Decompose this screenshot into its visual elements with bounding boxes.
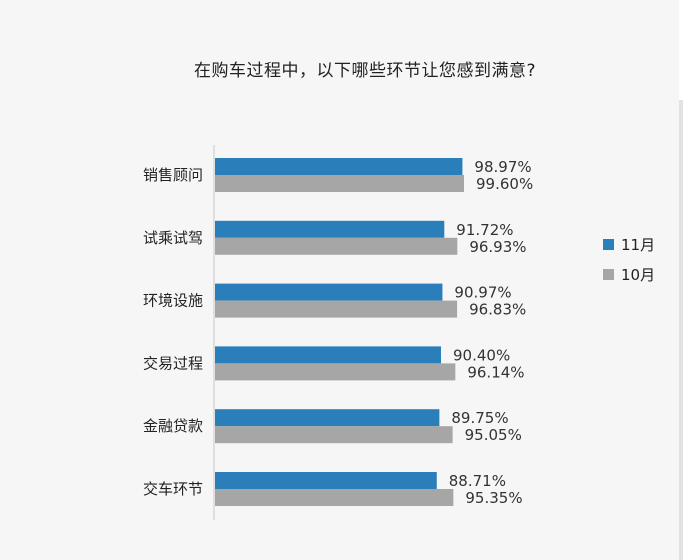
data-label: 96.93% bbox=[469, 238, 526, 256]
data-label: 95.35% bbox=[465, 489, 522, 507]
panel-edge bbox=[679, 100, 683, 560]
legend-swatch bbox=[603, 239, 614, 250]
category-label: 交易过程 bbox=[143, 354, 203, 372]
category-label: 销售顾问 bbox=[143, 166, 203, 184]
category-label: 金融贷款 bbox=[143, 417, 203, 435]
data-label: 88.71% bbox=[449, 472, 506, 490]
data-label: 91.72% bbox=[456, 221, 513, 239]
bar bbox=[215, 300, 458, 318]
legend-swatch bbox=[603, 269, 614, 280]
category-label: 试乘试驾 bbox=[143, 229, 203, 247]
bar bbox=[215, 158, 463, 175]
category-label: 交车环节 bbox=[143, 480, 203, 498]
bar bbox=[215, 409, 440, 427]
category-label: 环境设施 bbox=[143, 292, 203, 310]
chart-title: 在购车过程中，以下哪些环节让您感到满意? bbox=[193, 61, 537, 81]
bar bbox=[215, 346, 441, 364]
legend-label: 10月 bbox=[621, 266, 655, 284]
bar bbox=[215, 237, 458, 255]
bar bbox=[215, 472, 437, 489]
data-label: 90.97% bbox=[454, 284, 511, 302]
data-label: 96.83% bbox=[469, 301, 526, 319]
bar bbox=[215, 175, 464, 192]
legend-label: 11月 bbox=[621, 236, 655, 254]
data-label: 98.97% bbox=[474, 158, 531, 176]
data-label: 99.60% bbox=[476, 175, 533, 193]
bar bbox=[215, 220, 445, 238]
data-label: 90.40% bbox=[453, 346, 510, 364]
data-label: 95.05% bbox=[465, 426, 522, 444]
bar bbox=[215, 363, 456, 381]
bar bbox=[215, 426, 453, 444]
bar bbox=[215, 489, 454, 506]
data-label: 89.75% bbox=[451, 409, 508, 427]
data-label: 96.14% bbox=[467, 363, 524, 381]
bar bbox=[215, 283, 443, 301]
